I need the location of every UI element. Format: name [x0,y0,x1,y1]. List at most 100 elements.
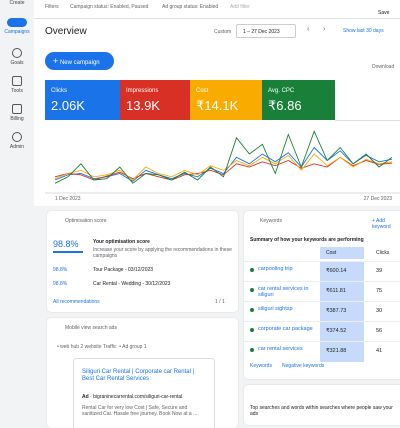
metric-value: ₹6.86 [268,98,302,113]
score-heading: Your optimisation score [93,239,150,245]
nav-label: Create [9,0,25,6]
nav-label: Admin [9,144,25,150]
nav-label: Billing [10,116,24,122]
cost: ₹321.88 [320,342,364,362]
add-filter[interactable]: Add filter [230,4,250,10]
filters-label: Filters [45,4,59,10]
score-description: Increase your score by applying the reco… [93,247,232,259]
ad-headline[interactable]: Siliguri Car Rental | Corporate car Rent… [82,369,195,382]
keyword-row: car rental services ₹321.88 41 [244,341,400,362]
button-label: New campaign [59,60,100,66]
metric-value: ₹14.1K [196,98,239,113]
nav-tools[interactable]: Tools [0,76,34,94]
shortcut-link[interactable]: Show last 30 days [343,28,384,34]
status-dot [250,288,254,292]
metric-card[interactable]: Clicks 2.06K [45,80,120,120]
ad-label: Ad [82,394,89,400]
keyword-row: carpooling trip ₹600.14 39 [244,261,400,282]
keyword[interactable]: car rental services [258,346,303,352]
x-tick-label: 1 Dec 2023 [55,196,81,202]
optimisation-card: Optimisation score 98.8% Your optimisati… [47,211,238,312]
keyword[interactable]: corporate car package [258,326,313,332]
metric-name: Avg. CPC [268,88,295,94]
metric-value: 2.06K [51,98,85,113]
pager: 1 / 1 [215,299,225,305]
metric-name: Cost [196,88,209,94]
searches-card: Top searches and words within searches w… [244,385,400,425]
ad-description: Rental Car for very low Cost | Safe, Sec… [82,405,198,417]
keywords-card: Keywords + Add keyword Summary of how yo… [244,211,400,379]
x-tick-label: 27 Dec 2023 [364,196,393,202]
cost: ₹611.81 [320,282,364,302]
row-score: 98.8% [53,281,68,287]
nav-goals[interactable]: Goals [0,48,34,66]
score: 98.8% [53,239,79,249]
clicks: 41 [376,348,383,354]
tab[interactable]: Keywords [250,363,272,369]
metric-name: Impressions [126,88,159,94]
clicks: 56 [376,328,383,334]
card-title: Top searches and words within searches w… [250,405,393,417]
status-dot [250,268,254,272]
metric-card[interactable]: Cost ₹14.1K [190,80,262,120]
filter-chip[interactable]: Ad group status: Enabled [162,4,219,10]
keyword[interactable]: carpooling trip [258,266,293,272]
divider [34,18,400,19]
page-title: Overview [45,26,87,37]
nav-label: Goals [10,60,24,66]
nav-label: Tools [11,88,23,94]
performance-chart: 1 Dec 2023 27 Dec 2023 [45,130,400,202]
cost: ₹387.73 [320,302,364,322]
tab[interactable]: Negative keywords [282,363,325,369]
save-button[interactable]: Save [378,10,390,16]
series-line [54,130,393,184]
row-campaign[interactable]: Tour Package - 03/12/2023 [93,267,154,273]
keyword[interactable]: car rental services in siliguri [258,286,309,298]
status-dot [250,308,254,312]
summary: Summary of how your keywords are perform… [250,237,364,243]
score-bar [53,251,83,253]
keyword-row: corporate car package ₹374.52 56 [244,321,400,342]
ads-card: Mobile view search ads • web hub 2 websi… [47,318,238,428]
row-campaign[interactable]: Car Rental - Wedding - 30/12/2023 [93,281,171,287]
series-line [54,153,393,181]
cost: ₹374.52 [320,322,364,342]
cost: ₹600.14 [320,262,364,282]
clicks: 75 [376,288,383,294]
range-label: Custom [214,29,232,35]
metric-card[interactable]: Impressions 13.9K [120,80,190,120]
column-header[interactable]: Clicks [376,250,390,256]
status-dot [250,348,254,352]
ad-group: Ad group 1 [122,344,147,350]
date-picker[interactable]: 1 – 27 Dec 2023 [236,24,296,38]
metric-value: 13.9K [126,98,160,113]
series-line [54,146,393,182]
nav-billing[interactable]: Billing [0,104,34,122]
card-title: Optimisation score [65,218,107,224]
all-recommendations[interactable]: All recommendations [53,299,100,305]
filter-chip[interactable]: Campaign status: Enabled, Paused [70,4,149,10]
nav-admin[interactable]: Admin [0,132,34,150]
nav-create[interactable]: Create [0,0,34,6]
next-arrow[interactable]: › [323,26,326,33]
keyword-row: car rental services in siliguri ₹611.81 75 [244,281,400,302]
row-score: 98.8% [53,267,68,273]
new-campaign-button[interactable]: + New campaign [45,52,114,70]
ad-campaign: web hub 2 website Traffic [60,344,117,350]
status-dot [250,328,254,332]
keyword-row: siliguri sightsp ₹387.73 30 [244,301,400,322]
prev-arrow[interactable]: ‹ [307,26,310,33]
ad-preview: Siliguri Car Rental | Corporate car Rent… [73,358,215,428]
ad-url: bigraninecarrental.com/siliguri-car-rent… [93,394,183,400]
keyword[interactable]: siliguri sightsp [258,306,293,312]
nav-campaigns[interactable]: Campaigns [0,18,34,35]
add-keyword[interactable]: Add keyword [372,218,391,230]
metric-card[interactable]: Avg. CPC ₹6.86 [262,80,335,120]
metric-empty [335,80,400,121]
download-button[interactable]: Download [372,64,395,70]
card-title: Keywords [260,218,282,224]
clicks: 30 [376,308,383,314]
column-header[interactable]: Cost [320,247,364,259]
card-title: Mobile view search ads [65,325,117,331]
